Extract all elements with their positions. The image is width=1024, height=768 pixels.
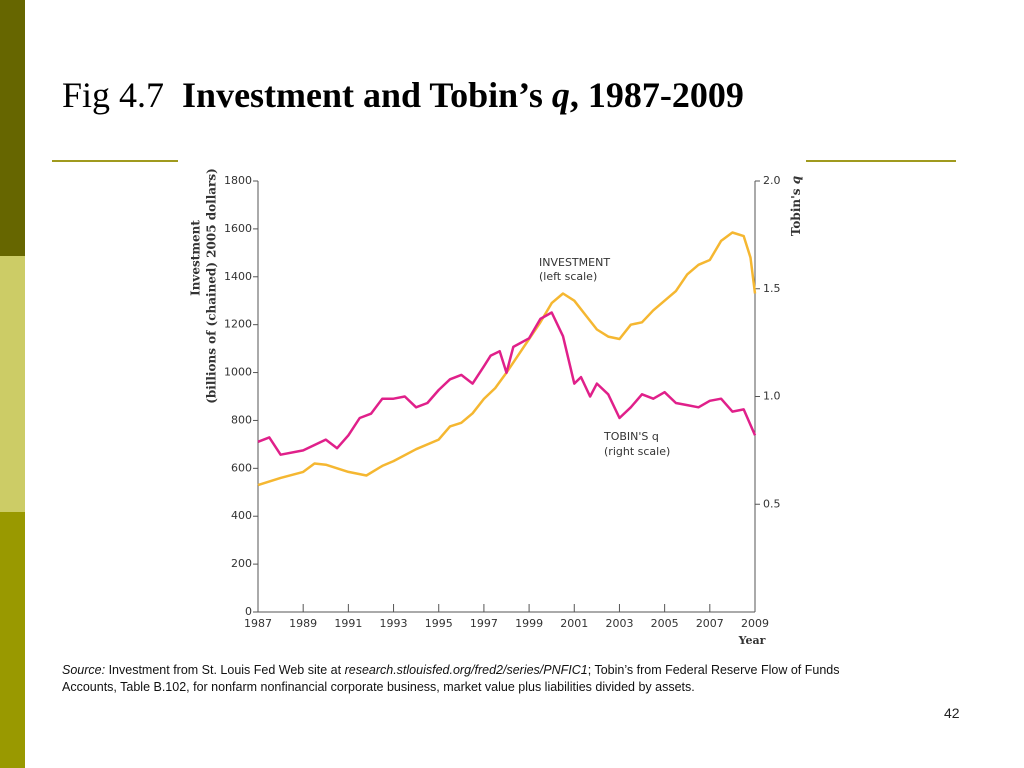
rule xyxy=(52,160,178,162)
x-tick-label: 2007 xyxy=(696,617,724,630)
x-tick-label: 2009 xyxy=(741,617,769,630)
annotation: INVESTMENT xyxy=(539,256,610,269)
y-tick-label: 1200 xyxy=(224,318,252,331)
x-tick-label: 1995 xyxy=(425,617,453,630)
source-note: Source: Investment from St. Louis Fed We… xyxy=(62,662,852,696)
source-text: Investment from St. Louis Fed Web site a… xyxy=(108,663,342,677)
source-url: research.stlouisfed.org/fred2/series/PNF… xyxy=(344,663,588,677)
y2-tick-label: 0.5 xyxy=(763,497,781,510)
side-bar xyxy=(0,512,25,768)
side-bar xyxy=(0,256,25,512)
y2-label-q: q xyxy=(789,176,803,184)
y2-tick-label: 1.5 xyxy=(763,282,781,295)
y2-label: Tobin's q xyxy=(789,176,803,236)
x-tick-label: 1991 xyxy=(334,617,362,630)
x-tick-label: 2001 xyxy=(560,617,588,630)
annotation: TOBIN'S q xyxy=(603,430,659,443)
y-tick-label: 0 xyxy=(245,605,252,618)
x-tick-label: 1993 xyxy=(380,617,408,630)
y-tick-label: 600 xyxy=(231,461,252,474)
x-tick-label: 1987 xyxy=(244,617,272,630)
y-tick-label: 1400 xyxy=(224,270,252,283)
fig-number: Fig 4.7 xyxy=(62,75,165,115)
annotation: (right scale) xyxy=(604,445,670,458)
source-text: ; Tobin’s from Federal Reserve Flow of F… xyxy=(62,663,840,694)
x-tick-label: 2003 xyxy=(605,617,633,630)
x-tick-label: 2005 xyxy=(651,617,679,630)
y-tick-label: 800 xyxy=(231,413,252,426)
side-bar xyxy=(0,0,25,256)
rule xyxy=(806,160,956,162)
x-tick-label: 1997 xyxy=(470,617,498,630)
page-number: 42 xyxy=(944,705,960,721)
y2-label-text: Tobin's xyxy=(789,188,803,236)
y-tick-label: 1000 xyxy=(224,366,252,379)
x-tick-label: 1999 xyxy=(515,617,543,630)
y-tick-label: 1600 xyxy=(224,222,252,235)
y2-tick-label: 1.0 xyxy=(763,390,781,403)
annotation: (left scale) xyxy=(539,270,597,283)
y-label: (billions of (chained) 2005 dollars) xyxy=(205,168,219,404)
title-q: q xyxy=(551,75,570,115)
x-label: Year xyxy=(738,634,766,647)
title-text: Investment and Tobin’s xyxy=(182,75,543,115)
y2-tick-label: 2.0 xyxy=(763,174,781,187)
slide-title: Fig 4.7 Investment and Tobin’s q, 1987-2… xyxy=(62,74,744,116)
title-suffix: , 1987-2009 xyxy=(569,75,744,115)
series-line xyxy=(257,311,757,456)
x-tick-label: 1989 xyxy=(289,617,317,630)
y-tick-label: 200 xyxy=(231,557,252,570)
y-tick-label: 1800 xyxy=(224,174,252,187)
source-label: Source: xyxy=(62,663,106,677)
y-label: Investment xyxy=(189,220,203,296)
series-line xyxy=(257,231,757,487)
y-tick-label: 400 xyxy=(231,509,252,522)
